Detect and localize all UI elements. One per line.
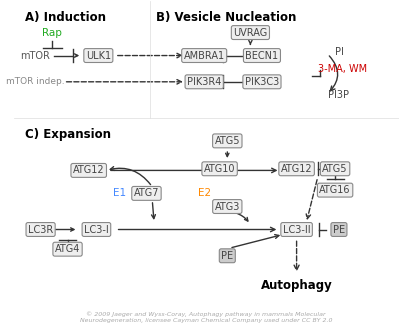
Text: mTOR indep.: mTOR indep. [6,77,64,86]
Text: E2: E2 [198,188,211,198]
Text: ATG4: ATG4 [55,244,80,254]
Text: LC3-II: LC3-II [283,224,310,234]
Text: A) Induction: A) Induction [25,11,106,24]
Text: PIK3R4: PIK3R4 [187,77,221,87]
Text: AMBRA1: AMBRA1 [184,51,225,61]
Text: C) Expansion: C) Expansion [25,128,111,141]
Text: ATG10: ATG10 [204,164,235,174]
Text: ATG7: ATG7 [134,188,159,198]
Text: ATG12: ATG12 [73,166,104,175]
Text: 3-MA, WM: 3-MA, WM [318,64,367,74]
Text: E1: E1 [113,188,126,198]
Text: PI3P: PI3P [328,90,350,100]
Text: LC3R: LC3R [28,224,53,234]
Text: ATG3: ATG3 [215,202,240,212]
Text: ATG5: ATG5 [214,136,240,146]
Text: PE: PE [333,224,345,234]
Text: B) Vesicle Nucleation: B) Vesicle Nucleation [156,11,296,24]
Text: mTOR: mTOR [20,51,50,61]
Text: PIK3C3: PIK3C3 [245,77,279,87]
Text: PI: PI [334,47,343,57]
Text: Autophagy: Autophagy [261,279,332,292]
Text: Rap: Rap [42,27,62,38]
Text: ATG12: ATG12 [281,164,312,174]
Text: UVRAG: UVRAG [233,27,268,38]
Text: ATG16: ATG16 [319,185,351,195]
Text: ULK1: ULK1 [86,51,111,61]
Text: BECN1: BECN1 [245,51,278,61]
Text: LC3-I: LC3-I [84,224,109,234]
Text: ATG5: ATG5 [322,164,348,174]
Text: © 2009 Jaeger and Wyss-Coray, Autophagy pathway in mammals Molecular
Neurodegene: © 2009 Jaeger and Wyss-Coray, Autophagy … [80,311,332,323]
Text: PE: PE [221,251,233,261]
